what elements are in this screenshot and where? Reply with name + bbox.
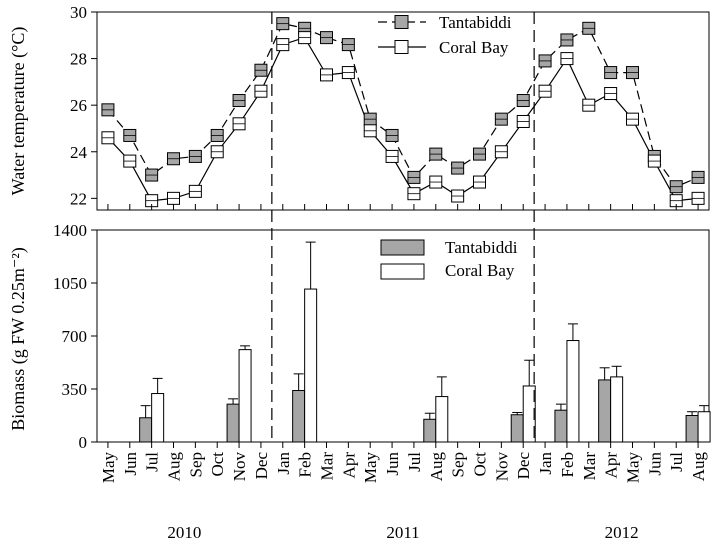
biomass-bar-tantabiddi [139,417,153,443]
month-axis: May Jun Jul Aug Sep Oct Nov Dec Jan Feb Mar Apr May J… [99,204,708,483]
biomass-bar-tantabiddi [598,379,612,443]
legend-label-coral-bay-biomass: Coral Bay [445,261,515,280]
legend-marker-tantabiddi [394,15,409,29]
biomass-bar-tantabiddi [292,390,306,443]
biomass-bar-tantabiddi [554,409,568,443]
legend-label-tantabiddi-biomass: Tantabiddi [445,238,518,257]
temperature-line-tantabiddi [107,22,699,188]
month-tick-label: Oct [471,452,490,477]
year-label: 2011 [386,523,419,542]
month-tick-label: May [624,452,643,484]
biomass-bar-coral-bay [697,411,711,443]
biomass-bar-coral-bay [566,340,580,443]
month-tick-label: Jun [645,452,664,476]
biomass-panel: 0 350 700 1050 1400 Biomass (g FW 0.25m⁻²) T… [8,221,711,452]
temperature-y-tick-label: 26 [70,96,87,115]
month-tick-label: Jul [405,452,424,472]
legend-label-tantabiddi: Tantabiddi [439,13,512,32]
year-axis: 2010 2011 2012 [167,523,638,542]
month-tick-label: Mar [318,452,337,481]
month-tick-label: Jan [274,452,293,475]
month-tick-label: May [361,452,380,484]
temperature-plot-frame [96,11,710,211]
month-tick-label: Apr [339,452,358,479]
temperature-y-axis: 22 24 26 28 30 [70,3,97,208]
month-tick-label: Aug [165,452,184,482]
month-tick-label: Jan [536,452,555,475]
month-tick-label: Nov [492,452,511,482]
legend-label-coral-bay: Coral Bay [439,38,509,57]
year-label: 2010 [167,523,201,542]
month-tick-label: Oct [208,452,227,477]
temperature-y-tick-label: 22 [70,189,87,208]
biomass-y-tick-label: 700 [62,327,88,346]
month-tick-label: Jul [667,452,686,472]
biomass-legend: Tantabiddi Coral Bay [380,238,518,280]
biomass-y-tick-label: 350 [62,380,88,399]
month-tick-label: May [99,452,118,484]
temperature-panel: 22 24 26 28 30 Water temperature (°C) Tantab… [8,3,710,211]
temperature-series-lines [107,22,699,202]
biomass-bar-coral-bay [610,376,624,443]
month-tick-label: Apr [602,452,621,479]
temperature-y-axis-label: Water temperature (°C) [8,27,29,196]
year-label: 2012 [605,523,639,542]
legend-swatch-coral-bay [380,263,425,280]
biomass-bars [139,241,711,443]
month-tick-label: Jul [143,452,162,472]
temperature-y-tick-label: 28 [70,50,87,69]
month-tick-label: Sep [186,452,205,478]
month-tick-label: Nov [230,452,249,482]
month-tick-label: Mar [580,452,599,481]
biomass-bar-coral-bay [151,393,165,443]
biomass-bar-tantabiddi [423,418,437,443]
month-tick-label: Sep [449,452,468,478]
biomass-y-tick-label: 1050 [53,274,87,293]
biomass-bar-tantabiddi [685,415,699,443]
biomass-y-axis-label: Biomass (g FW 0.25m⁻²) [8,247,29,431]
biomass-y-tick-label: 1400 [53,221,87,240]
temperature-y-tick-label: 24 [70,143,88,162]
biomass-bar-tantabiddi [510,414,524,443]
month-tick-label: Jun [383,452,402,476]
biomass-y-tick-label: 0 [79,433,88,452]
temperature-y-tick-label: 30 [70,3,87,22]
biomass-bar-coral-bay [522,385,536,443]
biomass-y-axis: 0 350 700 1050 1400 [53,221,97,452]
month-tick-label: Dec [252,452,271,480]
legend-marker-coral-bay [394,40,409,54]
month-tick-label: Aug [689,452,708,482]
month-tick-label: Feb [558,452,577,478]
month-tick-label: Jun [121,452,140,476]
legend-swatch-tantabiddi [380,239,425,256]
biomass-bar-coral-bay [238,349,252,443]
month-tick-label: Feb [296,452,315,478]
temperature-line-coral-bay [107,36,699,202]
biomass-bar-coral-bay [304,288,318,443]
temperature-series-points [101,17,705,208]
temperature-legend: Tantabiddi Coral Bay [378,13,512,57]
biomass-bar-coral-bay [435,396,449,443]
biomass-bar-tantabiddi [226,403,240,443]
month-tick-label: Aug [427,452,446,482]
month-tick-label: Dec [514,452,533,480]
